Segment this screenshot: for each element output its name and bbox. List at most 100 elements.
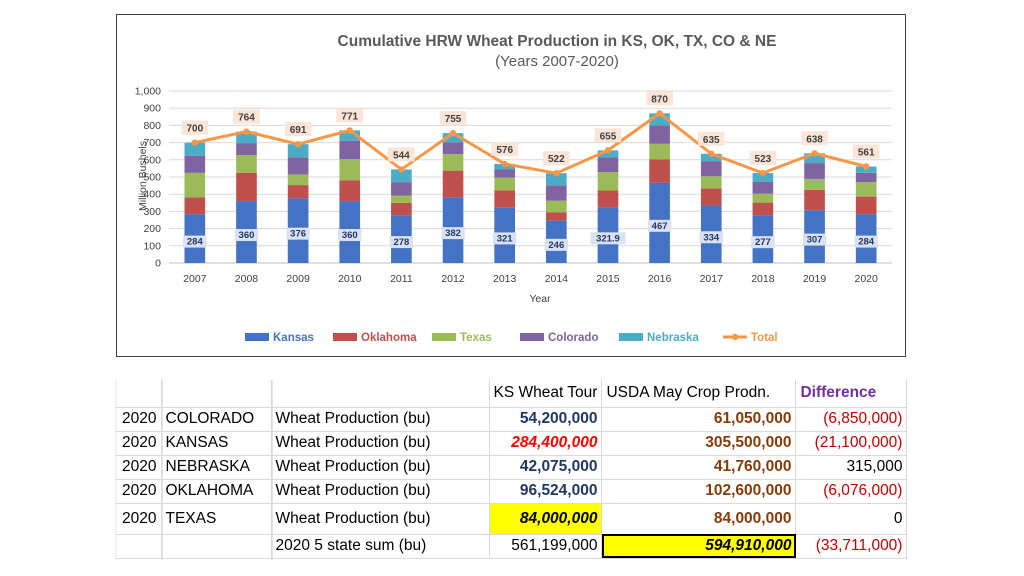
bar-colorado xyxy=(236,143,257,156)
total-data-label: 523 xyxy=(755,154,772,165)
difference-cell[interactable]: (21,100,000) xyxy=(795,431,908,456)
state-cell[interactable]: COLORADO xyxy=(161,407,272,432)
year-cell[interactable]: 2020 xyxy=(116,431,162,456)
total-point xyxy=(553,170,560,177)
ks-tour-cell[interactable]: 96,524,000 xyxy=(489,479,603,504)
usda-cell[interactable]: 84,000,000 xyxy=(601,503,797,535)
legend-label-oklahoma: Oklahoma xyxy=(361,332,417,344)
kansas-data-label: 277 xyxy=(755,237,771,248)
header-difference[interactable]: Difference xyxy=(795,380,908,408)
kansas-label-bg xyxy=(183,235,207,248)
total-point xyxy=(862,163,870,170)
x-tick-label: 2017 xyxy=(700,273,724,285)
header-usda-crop[interactable]: USDA May Crop Prodn. xyxy=(601,380,797,408)
total-data-label: 544 xyxy=(393,150,410,161)
total-data-label: 522 xyxy=(548,154,565,165)
kansas-label-bg xyxy=(854,235,878,248)
x-tick-label: 2015 xyxy=(596,273,620,285)
description-cell[interactable]: Wheat Production (bu) xyxy=(271,455,490,480)
x-axis-ticks: 2007 2008 2009 2010 2011 2012 2013 2014 2015 2016… xyxy=(183,273,878,285)
bar-colorado xyxy=(442,142,464,155)
sum-usda-cell[interactable]: 594,910,000 xyxy=(601,534,797,559)
bar-oklahoma xyxy=(339,180,361,202)
total-point xyxy=(294,140,302,148)
total-point xyxy=(191,139,199,146)
y-tick-label: 600 xyxy=(143,154,161,166)
state-cell[interactable]: TEXAS xyxy=(161,503,272,535)
bar-colorado xyxy=(700,161,722,177)
total-data-label: 764 xyxy=(238,113,255,124)
total-label-bg xyxy=(439,111,467,126)
description-cell[interactable]: Wheat Production (bu) xyxy=(271,431,490,456)
chart-title: Cumulative HRW Wheat Production in KS, O… xyxy=(338,33,777,50)
table-row: 2020 KANSAS Wheat Production (bu) 284,40… xyxy=(116,431,908,456)
legend-label-nebraska: Nebraska xyxy=(647,332,699,344)
difference-cell[interactable]: (6,076,000) xyxy=(795,479,908,504)
bar-oklahoma xyxy=(287,185,309,199)
total-series-line xyxy=(194,111,867,175)
usda-cell[interactable]: 102,600,000 xyxy=(601,479,797,504)
y-tick-label: 900 xyxy=(143,103,161,115)
year-cell[interactable]: 2020 xyxy=(116,455,162,480)
usda-cell[interactable]: 41,760,000 xyxy=(601,455,797,480)
total-label-bg xyxy=(181,120,209,135)
table-header-row: KS Wheat Tour USDA May Crop Prodn. Diffe… xyxy=(116,380,908,408)
legend-swatch-kansas xyxy=(245,333,269,341)
state-cell[interactable]: KANSAS xyxy=(161,431,272,456)
difference-cell[interactable]: (6,850,000) xyxy=(795,407,908,432)
bar-nebraska xyxy=(339,130,361,141)
y-tick-label: 700 xyxy=(143,137,161,149)
usda-cell[interactable]: 305,500,000 xyxy=(601,431,797,456)
bar-texas xyxy=(287,174,309,186)
sum-ks-tour-cell[interactable]: 561,199,000 xyxy=(489,534,603,559)
total-point xyxy=(656,110,663,117)
bar-oklahoma xyxy=(597,190,619,208)
sum-description-cell[interactable]: 2020 5 state sum (bu) xyxy=(271,534,490,559)
bar-texas xyxy=(339,159,361,181)
chart-area[interactable]: Cumulative HRW Wheat Production in KS, O… xyxy=(116,14,906,357)
bar-texas xyxy=(236,155,257,173)
description-cell[interactable]: Wheat Production (bu) xyxy=(271,479,490,504)
difference-cell[interactable]: 0 xyxy=(795,503,908,535)
legend-label-colorado: Colorado xyxy=(548,332,598,344)
difference-cell[interactable]: 315,000 xyxy=(795,455,908,480)
ks-tour-cell[interactable]: 42,075,000 xyxy=(489,455,603,480)
kansas-label-bg xyxy=(699,231,723,244)
total-point xyxy=(604,147,612,154)
total-label-bg xyxy=(852,144,880,159)
state-cell[interactable]: OKLAHOMA xyxy=(161,479,272,504)
bar-oklahoma xyxy=(494,190,516,208)
legend-marker-total xyxy=(731,333,739,341)
kansas-data-label: 284 xyxy=(187,237,204,248)
ks-tour-cell[interactable]: 84,000,000 xyxy=(489,503,603,535)
bar-colorado xyxy=(752,181,774,194)
bar-texas xyxy=(700,176,722,189)
y-tick-label: 1,000 xyxy=(135,86,161,98)
x-tick-label: 2007 xyxy=(183,273,207,285)
kansas-label-bg xyxy=(590,232,626,245)
legend-swatch-oklahoma xyxy=(333,333,357,341)
kansas-data-label: 321 xyxy=(497,233,514,244)
usda-cell[interactable]: 61,050,000 xyxy=(601,407,797,432)
bar-nebraska xyxy=(184,142,206,156)
year-cell[interactable]: 2020 xyxy=(116,503,162,535)
ks-tour-cell[interactable]: 54,200,000 xyxy=(489,407,603,432)
legend: Kansas Oklahoma Texas Colorado Nebraska Total xyxy=(245,332,778,344)
state-cell[interactable]: NEBRASKA xyxy=(161,455,272,480)
year-cell[interactable]: 2020 xyxy=(116,407,162,432)
total-data-label: 691 xyxy=(290,125,307,136)
year-cell[interactable]: 2020 xyxy=(116,479,162,504)
bar-oklahoma xyxy=(700,188,722,206)
total-point xyxy=(759,169,767,177)
bar-texas xyxy=(804,178,825,190)
legend-swatch-colorado xyxy=(520,333,544,341)
x-tick-label: 2016 xyxy=(648,273,672,285)
total-data-label: 655 xyxy=(600,131,617,142)
description-cell[interactable]: Wheat Production (bu) xyxy=(271,503,490,535)
ks-tour-cell[interactable]: 284,400,000 xyxy=(489,431,603,456)
bar-colorado xyxy=(287,157,309,175)
header-ks-wheat-tour[interactable]: KS Wheat Tour xyxy=(489,380,603,408)
sum-difference-cell[interactable]: (33,711,000) xyxy=(795,534,908,559)
description-cell[interactable]: Wheat Production (bu) xyxy=(271,407,490,432)
y-tick-label: 400 xyxy=(143,189,161,201)
